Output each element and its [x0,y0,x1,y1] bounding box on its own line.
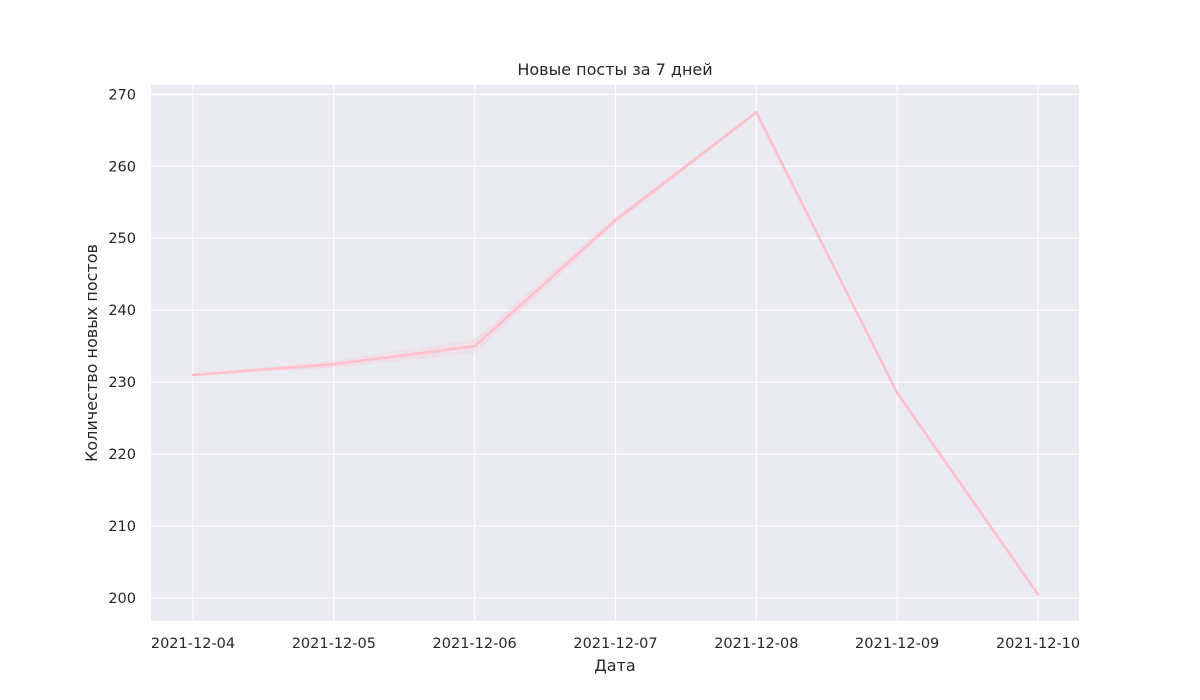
x-tick-label: 2021-12-04 [151,636,235,652]
y-tick-label: 230 [108,375,136,391]
y-tick-labels: 200 210 220 230 240 250 260 270 [108,87,136,607]
data-point [191,373,195,377]
y-tick-label: 240 [108,303,136,319]
y-tick-label: 220 [108,447,136,463]
data-point [473,344,476,348]
data-point [614,218,617,222]
x-tick-label: 2021-12-08 [714,636,798,652]
y-tick-label: 270 [108,87,136,103]
data-point [895,391,899,395]
series-lines [191,111,1040,596]
y-axis-label: Количество новых постов [82,244,101,462]
x-tick-label: 2021-12-06 [433,636,517,652]
y-tick-label: 200 [108,591,136,607]
x-tick-label: 2021-12-09 [855,636,939,652]
x-tick-label: 2021-12-10 [996,636,1080,652]
grid-lines [151,85,1079,621]
x-tick-label: 2021-12-05 [292,636,376,652]
x-axis-label: Дата [594,656,635,675]
y-tick-label: 260 [108,159,136,175]
x-tick-label: 2021-12-07 [573,636,657,652]
data-point [755,111,758,114]
x-tick-labels: 2021-12-04 2021-12-05 2021-12-06 2021-12-07… [151,636,1080,652]
y-tick-label: 210 [108,519,136,535]
data-point [1036,593,1040,596]
data-point [332,362,336,366]
y-tick-label: 250 [108,231,136,247]
chart-title: Новые посты за 7 дней [517,60,712,79]
